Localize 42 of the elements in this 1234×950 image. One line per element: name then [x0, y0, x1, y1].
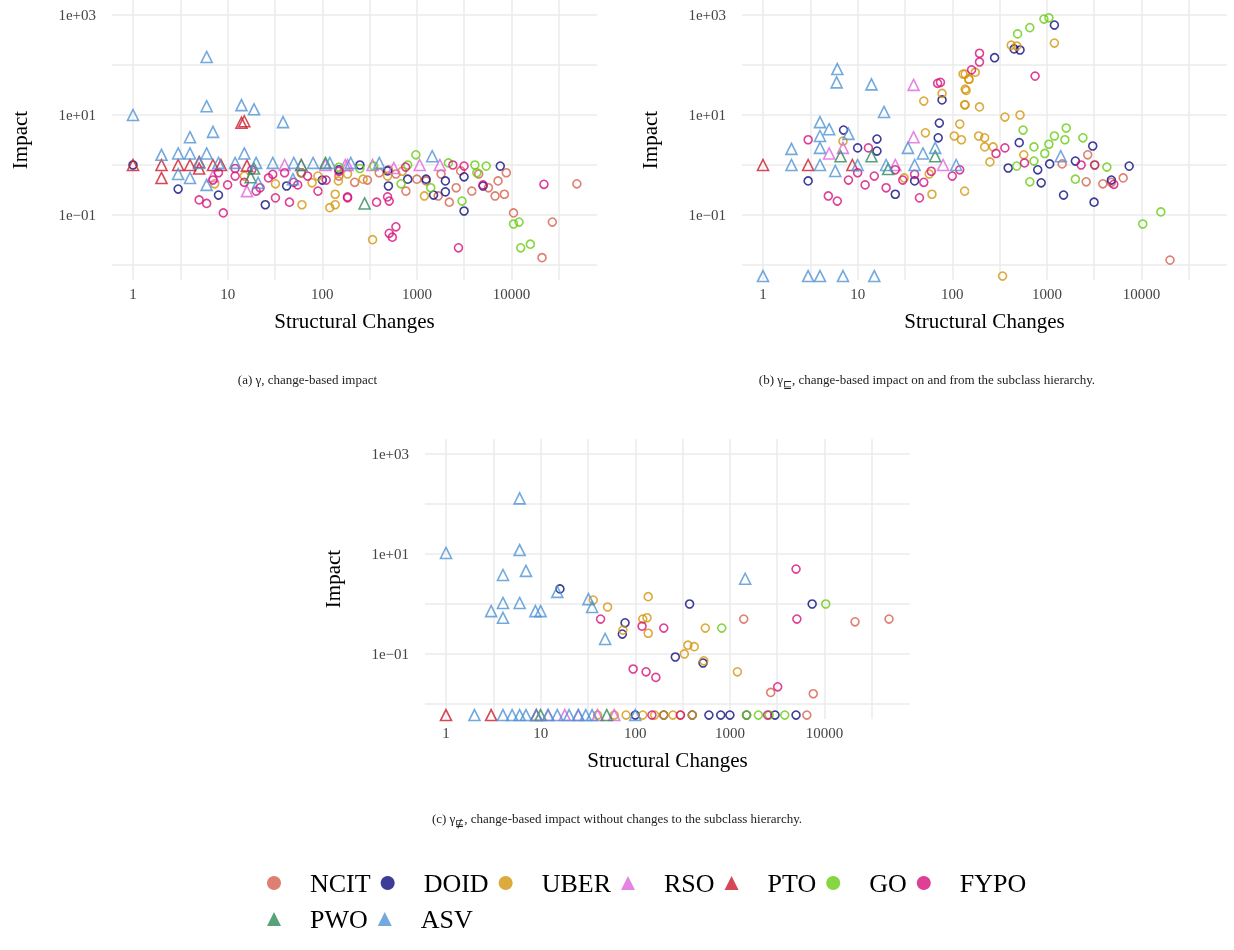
y-tick-label: 1e+01 — [371, 546, 409, 563]
x-tick-label: 10000 — [492, 285, 531, 302]
text: (a) γ, change-based impact — [236, 372, 379, 388]
y-tick-label: 1e−01 — [58, 206, 96, 223]
x-tick-label: 10 — [533, 724, 549, 741]
x-tick-label: 1000 — [714, 724, 745, 741]
y-tick-label: 1e+01 — [688, 107, 726, 124]
x-axis-title: Structural Changes — [904, 308, 1065, 333]
legend-label: GO — [869, 868, 907, 898]
y-tick-label: 1e+03 — [688, 7, 726, 24]
text: (b) γ$_{⊑}$, change-based impact on and from the subclass hierarchy. — [757, 372, 1097, 391]
legend-label: FYPO — [959, 868, 1027, 898]
x-tick-label: 10 — [220, 285, 236, 302]
x-axis-title: Structural Changes — [587, 747, 748, 772]
x-tick-label: 1000 — [401, 285, 432, 302]
x-tick-label: 1 — [442, 724, 450, 741]
y-tick-label: 1e+03 — [58, 7, 96, 24]
x-tick-label: 10 — [850, 285, 866, 302]
y-axis-title: Impact — [7, 110, 32, 170]
x-tick-label: 10000 — [1122, 285, 1161, 302]
y-tick-label: 1e+03 — [371, 446, 409, 463]
legend-label: DOID — [423, 868, 489, 898]
legend-label: PTO — [767, 868, 817, 898]
x-tick-label: 100 — [941, 285, 964, 302]
legend-label: ASV — [420, 904, 474, 934]
y-axis-title: Impact — [320, 549, 345, 609]
legend-label: UBER — [541, 868, 612, 898]
x-tick-label: 10000 — [805, 724, 844, 741]
legend-label: PWO — [310, 904, 368, 934]
y-tick-label: 1e−01 — [371, 645, 409, 662]
y-tick-label: 1e+01 — [58, 107, 96, 124]
x-tick-label: 1000 — [1031, 285, 1062, 302]
x-tick-label: 100 — [311, 285, 334, 302]
x-tick-label: 1 — [759, 285, 767, 302]
legend-label: RSO — [663, 868, 715, 898]
x-tick-label: 100 — [624, 724, 647, 741]
x-axis-title: Structural Changes — [274, 308, 435, 333]
text: (c) γ$_{⋢}$, change-based impact without changes to the subclass hierarchy. — [430, 811, 804, 830]
y-tick-label: 1e−01 — [688, 206, 726, 223]
legend-label: NCIT — [310, 868, 371, 898]
x-tick-label: 1 — [129, 285, 137, 302]
y-axis-title: Impact — [637, 110, 662, 170]
